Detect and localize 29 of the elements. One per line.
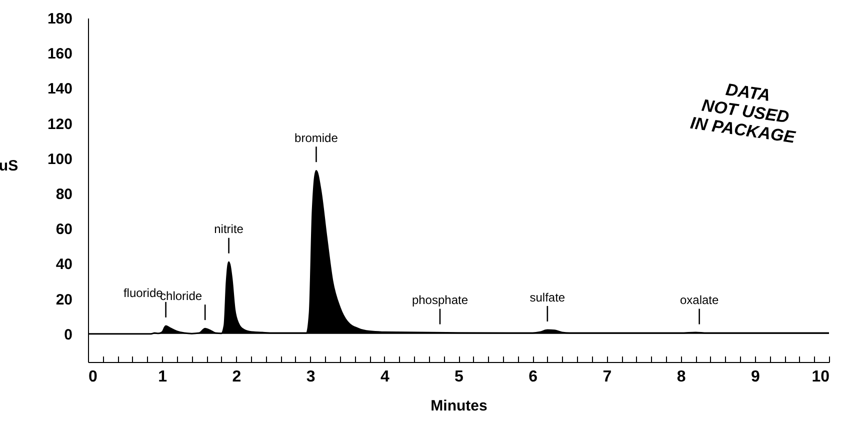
x-tick-label: 0 [88, 368, 98, 386]
y-tick-label: 0 [64, 326, 72, 344]
x-tick-label: 5 [454, 368, 464, 386]
y-tick-label: 180 [47, 10, 72, 28]
x-tick-label: 8 [676, 368, 686, 386]
y-tick-label: 80 [56, 186, 72, 204]
y-tick-label: 40 [56, 256, 72, 274]
y-tick-label: 60 [56, 221, 72, 238]
x-tick-label: 1 [158, 368, 168, 386]
x-tick-label: 2 [232, 368, 242, 386]
x-tick-label: 3 [306, 368, 316, 386]
y-tick-label: 120 [47, 116, 72, 133]
y-tick-label: 160 [47, 46, 72, 63]
y-tick-label: 20 [56, 291, 72, 308]
x-axis-title: Minutes [430, 398, 488, 414]
y-axis-title: uS [0, 158, 18, 174]
x-tick-label: 10 [812, 368, 830, 386]
y-tick-label: 100 [47, 150, 72, 168]
annotation: oxalate [680, 293, 719, 308]
annotation: DATA NOT USED IN PACKAGE [689, 80, 797, 147]
annotation: nitrite [214, 222, 244, 236]
x-tick-label: 4 [380, 368, 390, 386]
x-tick-label: 6 [528, 368, 538, 386]
annotation: bromide [294, 130, 338, 145]
x-tick-label: 7 [602, 368, 612, 386]
y-tick-label: 140 [47, 80, 72, 98]
annotation: sulfate [530, 290, 566, 304]
annotation: phosphate [412, 293, 468, 308]
x-tick-label: 9 [750, 368, 760, 386]
